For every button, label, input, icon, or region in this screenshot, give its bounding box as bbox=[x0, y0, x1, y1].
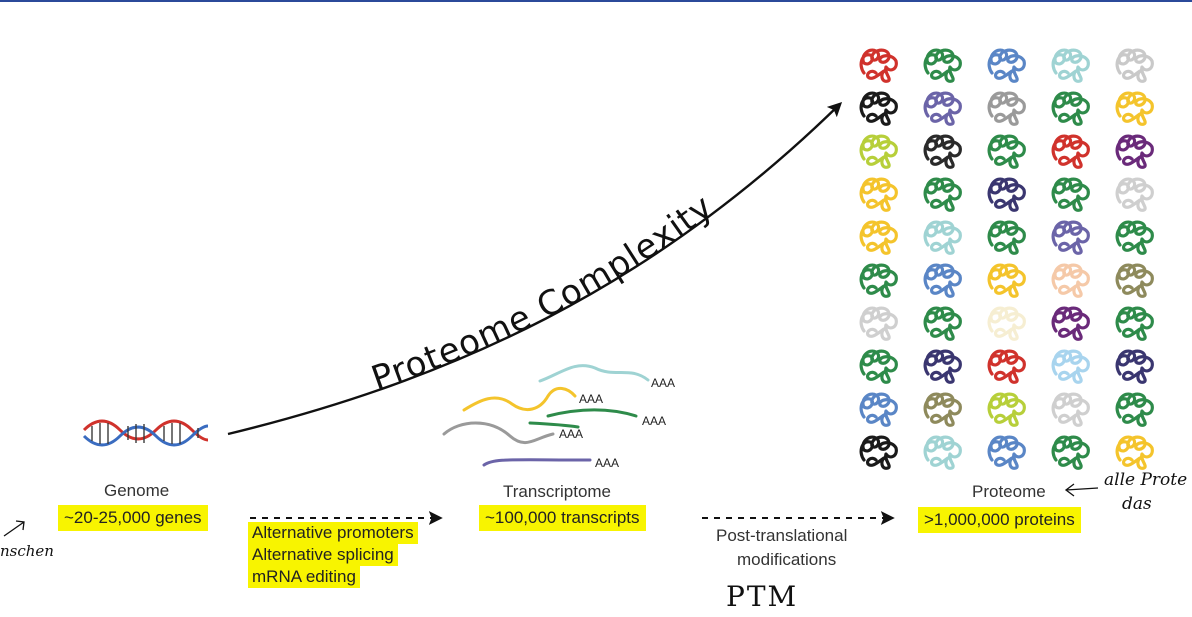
protein-icon bbox=[1115, 48, 1154, 83]
protein-icon bbox=[1051, 349, 1090, 384]
proteome-label: Proteome bbox=[972, 482, 1046, 501]
protein-icon bbox=[987, 435, 1026, 470]
protein-icon bbox=[987, 263, 1026, 298]
protein-icon bbox=[859, 263, 898, 298]
protein-icon bbox=[923, 177, 962, 212]
transcript-tail-3: AAA bbox=[642, 414, 667, 428]
protein-icon bbox=[1051, 91, 1090, 126]
protein-icon bbox=[923, 306, 962, 341]
genome-label: Genome bbox=[104, 481, 170, 500]
protein-icon bbox=[987, 306, 1026, 341]
protein-icon bbox=[923, 349, 962, 384]
protein-icon bbox=[1115, 392, 1154, 427]
genome-count: ~20-25,000 genes bbox=[58, 505, 208, 531]
protein-icon bbox=[987, 392, 1026, 427]
proteome-count: >1,000,000 proteins bbox=[918, 507, 1081, 533]
protein-icon bbox=[987, 48, 1026, 83]
protein-icon bbox=[987, 220, 1026, 255]
protein-icon bbox=[859, 306, 898, 341]
transcript-tail-4: AAA bbox=[559, 427, 584, 441]
protein-icon bbox=[859, 48, 898, 83]
hand-arrow-left bbox=[3, 520, 25, 537]
protein-icon bbox=[859, 91, 898, 126]
protein-icon bbox=[1051, 392, 1090, 427]
step1-line-3: mRNA editing bbox=[248, 566, 360, 588]
transcript-strands bbox=[442, 364, 650, 467]
protein-icon bbox=[1115, 349, 1154, 384]
protein-grid bbox=[859, 48, 1154, 470]
protein-icon bbox=[923, 48, 962, 83]
protein-icon bbox=[1115, 306, 1154, 341]
protein-icon bbox=[923, 220, 962, 255]
title-text: Proteome Complexity bbox=[366, 187, 720, 400]
protein-icon bbox=[1051, 435, 1090, 470]
step1-list: Alternative promoters Alternative splici… bbox=[248, 522, 438, 588]
step1-line-1: Alternative promoters bbox=[248, 522, 418, 544]
protein-icon bbox=[1115, 177, 1154, 212]
handwritten-right-note-1: alle Prote bbox=[1104, 470, 1188, 490]
protein-icon bbox=[987, 134, 1026, 169]
transcriptome-count: ~100,000 transcripts bbox=[479, 505, 646, 531]
step1-line-2: Alternative splicing bbox=[248, 544, 398, 566]
protein-icon bbox=[859, 220, 898, 255]
protein-icon bbox=[987, 91, 1026, 126]
protein-icon bbox=[987, 349, 1026, 384]
step2-line-1: Post-translational bbox=[716, 526, 848, 545]
handwritten-left-note: nschen bbox=[0, 542, 54, 560]
hand-arrow-right bbox=[1064, 483, 1099, 497]
protein-icon bbox=[923, 134, 962, 169]
proteome-complexity-title: Proteome Complexity bbox=[366, 187, 721, 400]
protein-icon bbox=[859, 177, 898, 212]
protein-icon bbox=[1051, 306, 1090, 341]
protein-icon bbox=[1115, 91, 1154, 126]
protein-icon bbox=[1115, 435, 1154, 470]
transcriptome-label: Transcriptome bbox=[503, 482, 612, 501]
protein-icon bbox=[923, 263, 962, 298]
handwritten-ptm: PTM bbox=[726, 580, 799, 613]
protein-icon bbox=[1051, 177, 1090, 212]
complexity-arrow bbox=[227, 101, 843, 436]
transcript-tail-2: AAA bbox=[579, 392, 604, 406]
protein-icon bbox=[987, 177, 1026, 212]
protein-icon bbox=[859, 134, 898, 169]
protein-icon bbox=[1115, 134, 1154, 169]
protein-icon bbox=[1051, 220, 1090, 255]
step2-line-2: modifications bbox=[737, 550, 837, 569]
protein-icon bbox=[1051, 48, 1090, 83]
protein-icon bbox=[1115, 220, 1154, 255]
protein-icon bbox=[1051, 134, 1090, 169]
transcript-tail-5: AAA bbox=[595, 456, 620, 470]
protein-icon bbox=[923, 392, 962, 427]
handwritten-right-note-2: das bbox=[1122, 494, 1152, 514]
protein-icon bbox=[859, 435, 898, 470]
protein-icon bbox=[1051, 263, 1090, 298]
top-border bbox=[0, 0, 1192, 2]
dna-helix-icon bbox=[82, 419, 209, 447]
protein-icon bbox=[923, 435, 962, 470]
transcript-tail-1: AAA bbox=[651, 376, 676, 390]
protein-icon bbox=[923, 91, 962, 126]
protein-icon bbox=[1115, 263, 1154, 298]
protein-icon bbox=[859, 392, 898, 427]
protein-icon bbox=[859, 349, 898, 384]
